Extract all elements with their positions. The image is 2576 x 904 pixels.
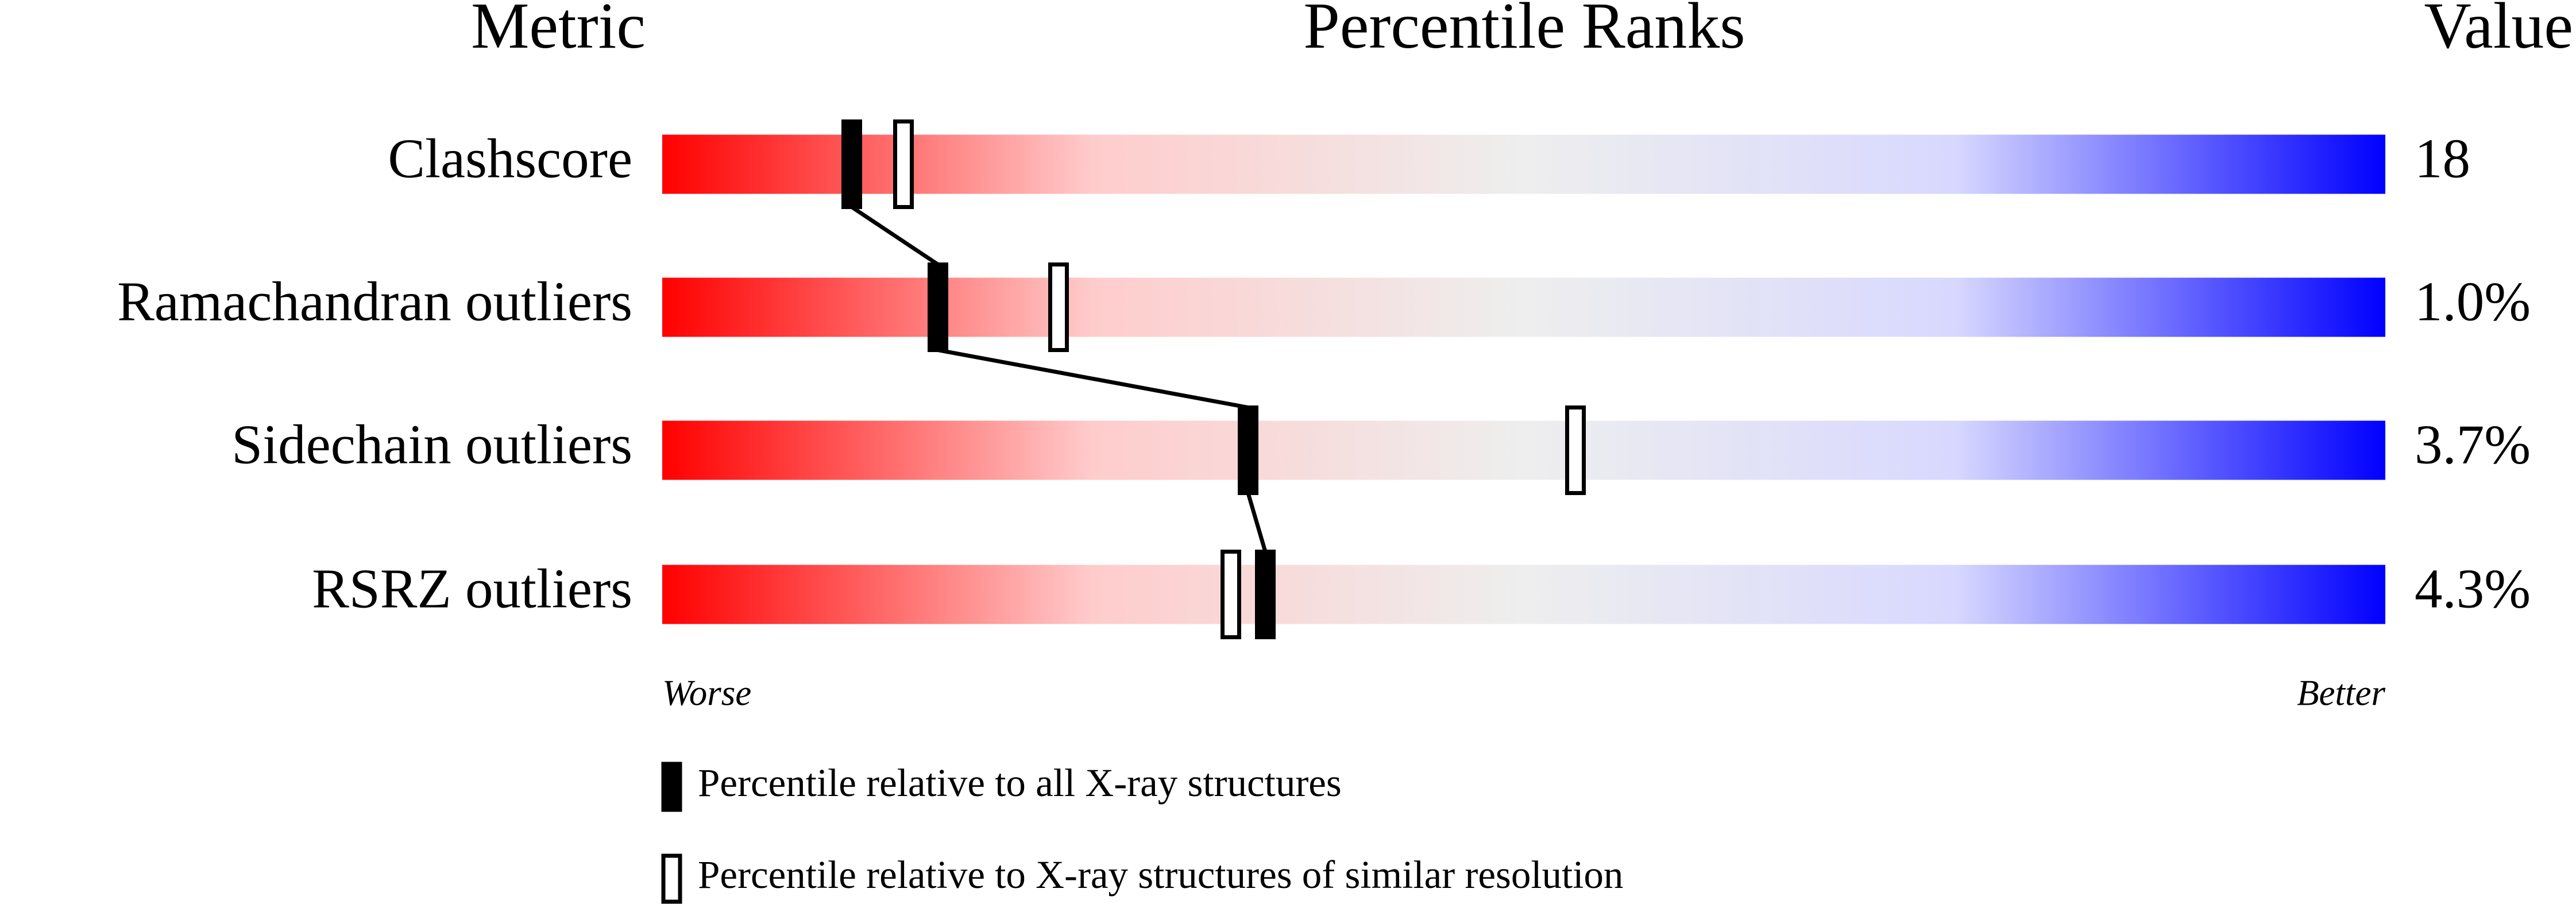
percentile-marker-all [928, 262, 948, 352]
metric-value: 1.0% [2415, 271, 2531, 332]
connector-line [851, 205, 1268, 553]
header-percentile: Percentile Ranks [1303, 0, 1745, 62]
header-value: Value [2424, 0, 2573, 62]
axis-label-low: Worse [662, 673, 751, 713]
percentile-marker-similar [1565, 405, 1586, 495]
legend-label: Percentile relative to X-ray structures … [698, 853, 1623, 897]
header-metric: Metric [471, 0, 646, 62]
slider-bar [662, 420, 2385, 480]
metric-label: Sidechain outliers [231, 414, 632, 475]
legend-swatch [661, 762, 682, 812]
percentile-marker-all [841, 119, 862, 209]
axis-label-high: Better [2297, 673, 2385, 713]
metric-label: RSRZ outliers [312, 558, 632, 619]
slider-bar [662, 277, 2385, 337]
percentile-marker-similar [893, 119, 914, 209]
slider-bar [662, 565, 2385, 624]
metric-label: Clashscore [388, 128, 632, 189]
percentile-marker-similar [1048, 262, 1069, 352]
percentile-marker-all [1255, 550, 1276, 639]
metric-value: 4.3% [2415, 558, 2531, 619]
metric-value: 18 [2415, 128, 2470, 189]
percentile-marker-similar [1221, 550, 1241, 639]
legend-swatch [661, 853, 682, 904]
percentile-marker-all [1238, 405, 1258, 495]
metric-label: Ramachandran outliers [117, 271, 632, 332]
legend-label: Percentile relative to all X-ray structu… [698, 761, 1342, 805]
slider-bar [662, 134, 2385, 194]
metric-value: 3.7% [2415, 414, 2531, 475]
